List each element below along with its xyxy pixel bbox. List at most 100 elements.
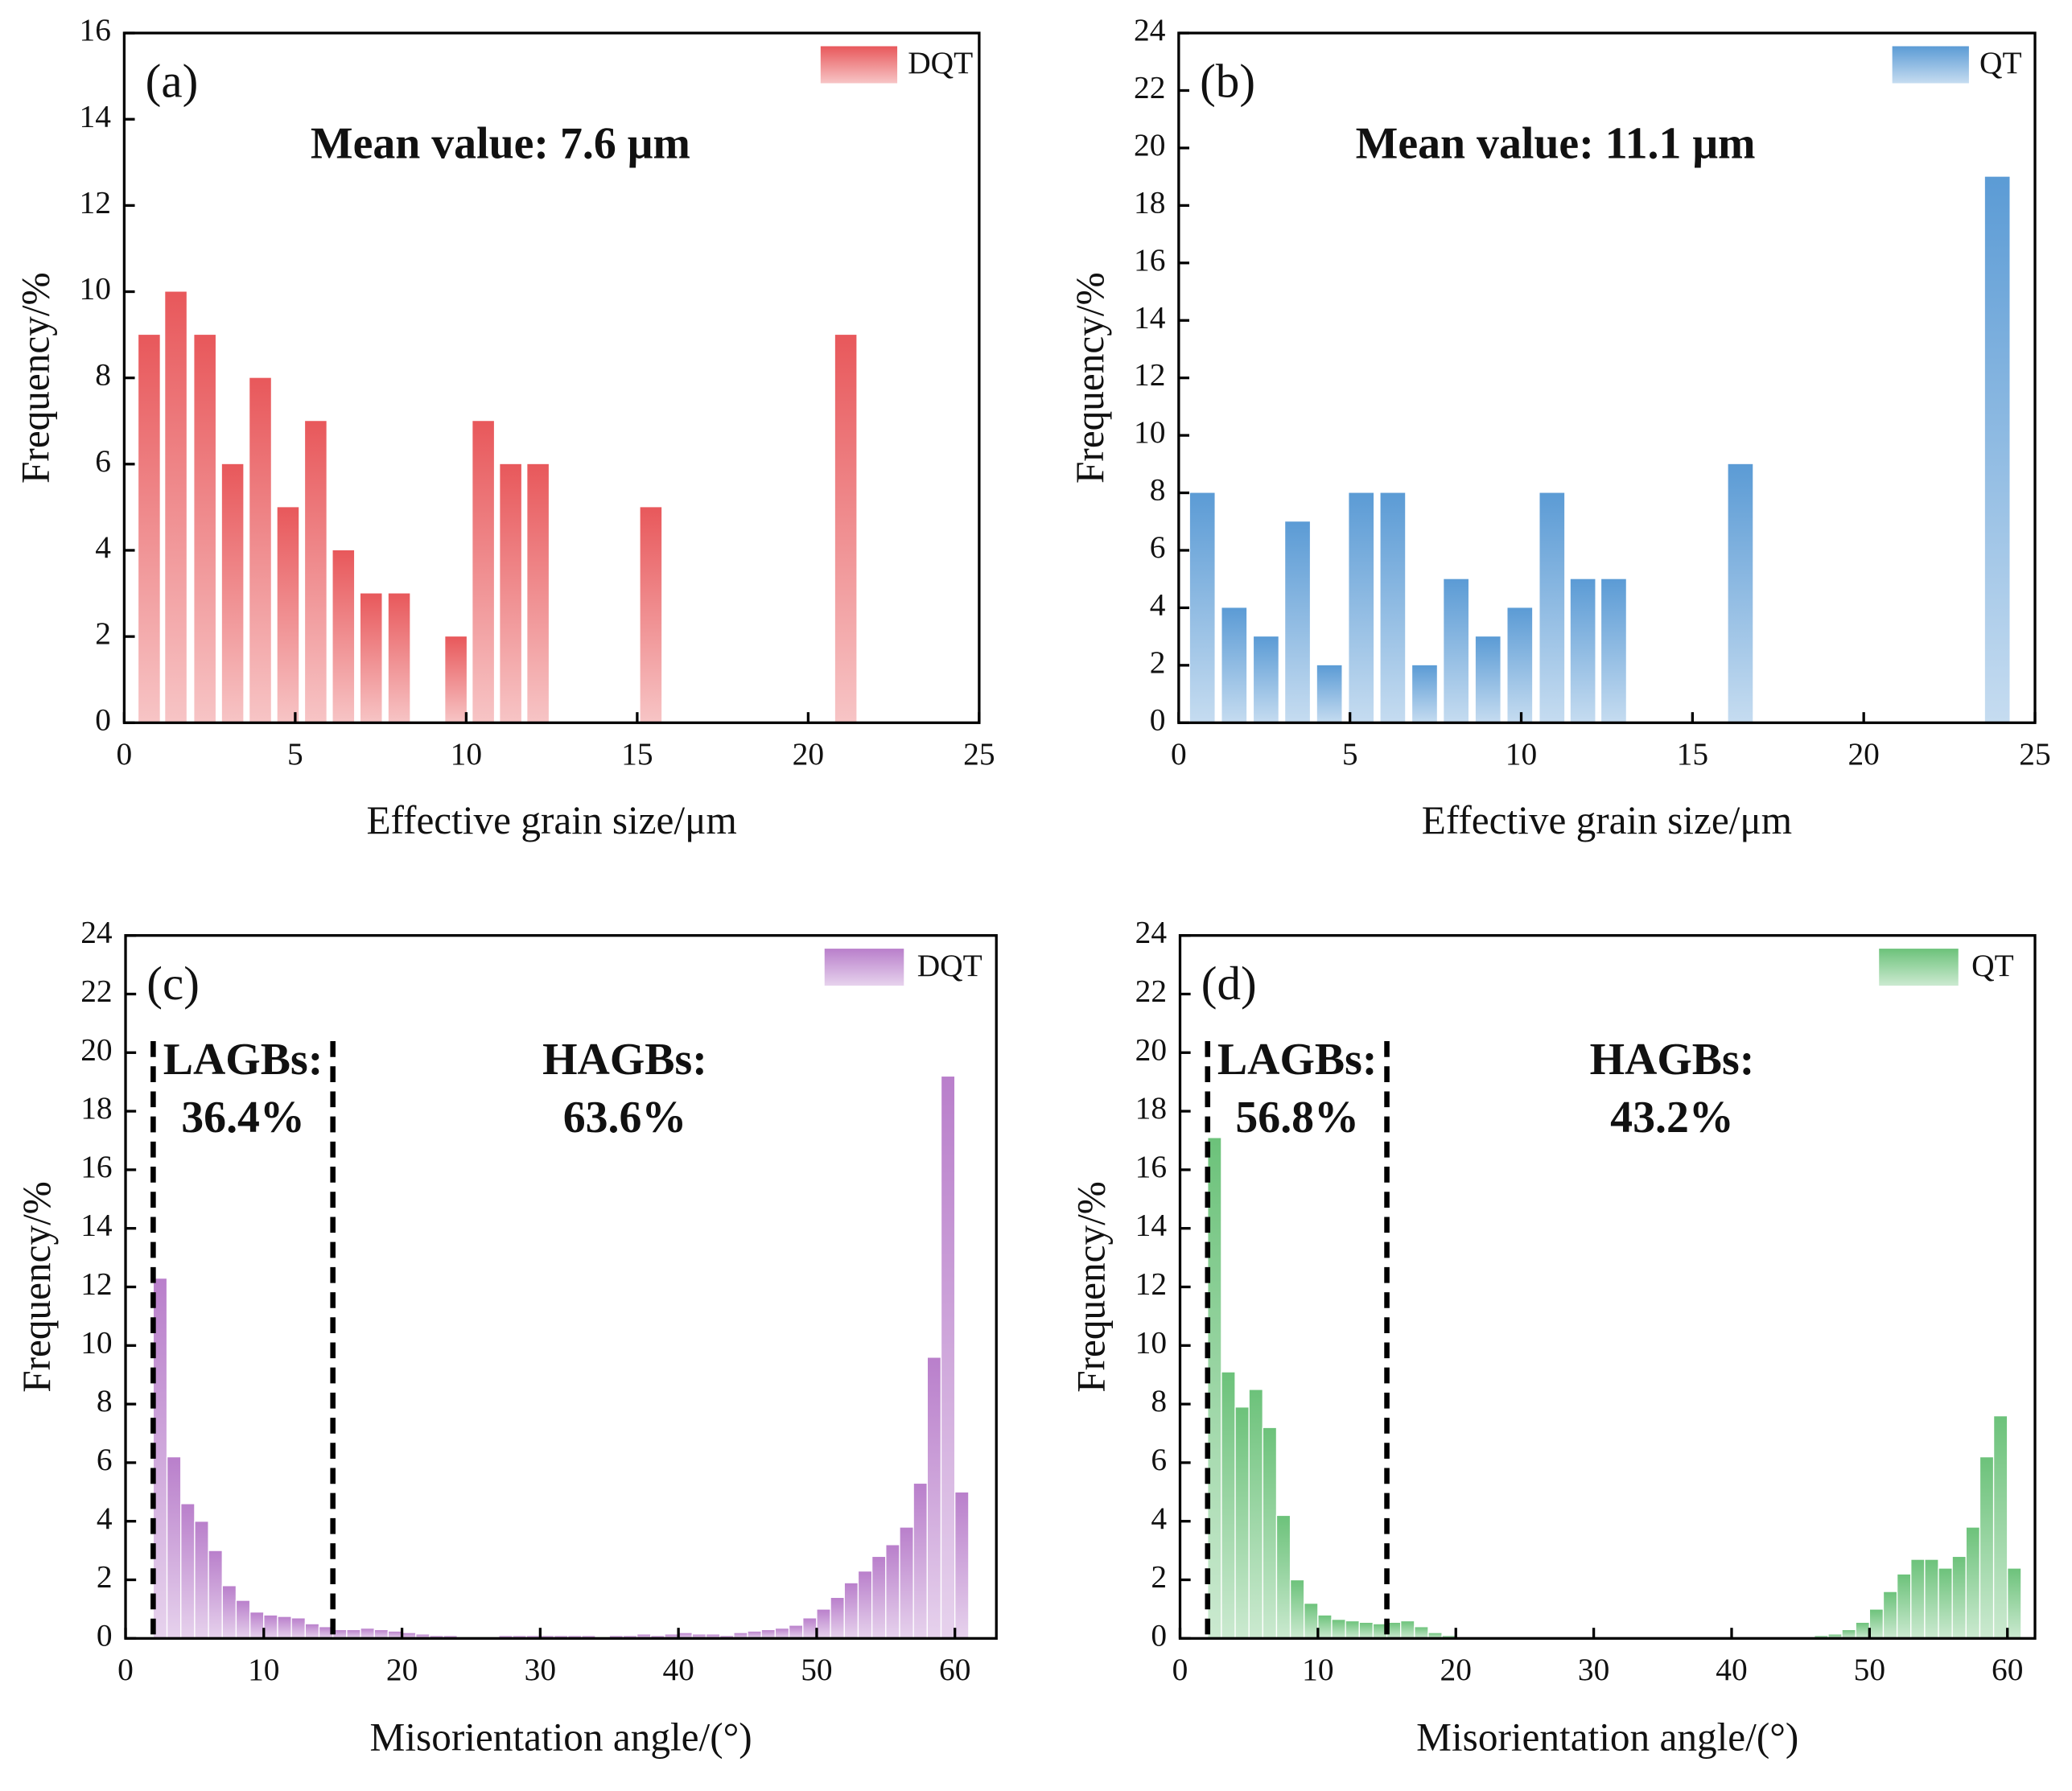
- bar: [1965, 1526, 1981, 1639]
- y-tick-label: 2: [1151, 1559, 1167, 1595]
- x-tick-label: 60: [1992, 1652, 2023, 1687]
- bar: [1984, 176, 2010, 723]
- y-tick-label: 8: [95, 357, 111, 393]
- bar: [1507, 607, 1533, 723]
- x-axis-label: Effective grain size/μm: [1422, 798, 1792, 842]
- y-tick-label: 4: [1150, 587, 1166, 622]
- y-tick-label: 20: [1135, 1031, 1167, 1067]
- y-tick-label: 20: [1134, 127, 1165, 163]
- legend-swatch: [820, 46, 898, 84]
- y-tick-label: 18: [1134, 184, 1165, 220]
- x-tick-label: 30: [1578, 1652, 1609, 1687]
- x-tick-label: 10: [1506, 736, 1537, 772]
- y-tick-label: 18: [80, 1090, 112, 1126]
- x-tick-label: 15: [1677, 736, 1708, 772]
- bar: [1254, 636, 1279, 723]
- bar: [1234, 1406, 1250, 1639]
- bar: [857, 1570, 873, 1639]
- bar: [899, 1526, 914, 1639]
- bar: [1358, 1621, 1374, 1639]
- bar: [871, 1555, 887, 1639]
- bar: [221, 1585, 237, 1639]
- y-tick-label: 8: [97, 1383, 113, 1418]
- bar: [194, 1521, 209, 1639]
- y-axis-label: Frequency/%: [1069, 1181, 1114, 1393]
- bar: [277, 1616, 292, 1639]
- bar: [1539, 492, 1565, 723]
- bar: [360, 1627, 375, 1639]
- legend-label: DQT: [917, 948, 982, 983]
- bar: [1207, 1137, 1222, 1639]
- bar: [1855, 1621, 1871, 1639]
- y-axis-label: Frequency/%: [14, 1181, 59, 1393]
- y-tick-label: 20: [80, 1031, 112, 1067]
- annotation: Mean value: 11.1 μm: [1356, 119, 1756, 169]
- y-tick-label: 10: [80, 1324, 112, 1360]
- bar: [1868, 1608, 1885, 1639]
- y-tick-label: 6: [97, 1442, 113, 1477]
- bar: [332, 550, 355, 723]
- bar: [263, 1614, 278, 1639]
- annotation: HAGBs:: [1590, 1035, 1755, 1085]
- x-tick-label: 60: [939, 1652, 970, 1687]
- x-tick-label: 10: [1302, 1652, 1333, 1687]
- bar: [1380, 492, 1406, 723]
- x-axis-label: Effective grain size/μm: [366, 798, 736, 842]
- bar: [834, 335, 857, 723]
- legend-label: QT: [1979, 45, 2022, 80]
- y-tick-label: 2: [97, 1559, 113, 1595]
- panel: LAGBs:36.4%HAGBs:63.6%024681012141618202…: [14, 915, 998, 1760]
- bar: [277, 507, 299, 723]
- bar: [1910, 1558, 1926, 1639]
- annotation: 43.2%: [1610, 1093, 1734, 1143]
- x-tick-label: 30: [525, 1652, 556, 1687]
- bar: [527, 463, 549, 723]
- y-tick-label: 22: [1135, 974, 1167, 1009]
- bar: [1412, 665, 1437, 723]
- x-tick-label: 20: [793, 736, 824, 772]
- bar: [1951, 1555, 1967, 1639]
- annotation: 56.8%: [1235, 1093, 1359, 1143]
- bar: [1414, 1626, 1429, 1639]
- panel-label: (c): [146, 957, 200, 1010]
- bar: [194, 335, 216, 723]
- y-tick-label: 22: [80, 974, 112, 1009]
- bar: [774, 1627, 790, 1639]
- bar: [180, 1503, 196, 1639]
- y-axis-label: Frequency/%: [1068, 272, 1112, 484]
- bar: [1316, 665, 1342, 723]
- bar: [940, 1075, 956, 1639]
- y-tick-label: 8: [1150, 472, 1166, 508]
- bar: [304, 1623, 320, 1639]
- bar: [472, 421, 494, 723]
- bar: [1992, 1415, 2008, 1639]
- y-axis-label: Frequency/%: [14, 272, 58, 484]
- x-tick-label: 25: [2019, 736, 2050, 772]
- y-tick-label: 12: [80, 184, 111, 220]
- bar: [290, 1617, 306, 1639]
- x-tick-label: 50: [801, 1652, 832, 1687]
- bar: [165, 291, 187, 723]
- panel: 0 2 4 6 8 10 12 14 16 0 5 10 15 20 25 Effective grain s…: [14, 12, 995, 842]
- panel-label: (b): [1200, 54, 1255, 107]
- bar: [802, 1617, 818, 1639]
- y-tick-label: 12: [1134, 357, 1165, 393]
- x-tick-label: 0: [1172, 1652, 1188, 1687]
- y-tick-label: 16: [80, 12, 111, 47]
- y-tick-label: 10: [1135, 1324, 1167, 1360]
- bar: [788, 1624, 804, 1639]
- y-tick-label: 0: [1150, 702, 1166, 737]
- y-tick-label: 10: [1134, 414, 1165, 450]
- bar: [388, 593, 410, 723]
- bar: [1304, 1602, 1319, 1639]
- bar: [1345, 1620, 1360, 1639]
- bar: [640, 507, 662, 723]
- bar: [1979, 1455, 1995, 1639]
- bar: [360, 593, 382, 723]
- y-tick-label: 0: [97, 1617, 113, 1653]
- x-tick-label: 5: [287, 736, 303, 772]
- bar: [926, 1357, 942, 1639]
- annotation: Mean value: 7.6 μm: [311, 119, 690, 169]
- bar: [1938, 1567, 1953, 1639]
